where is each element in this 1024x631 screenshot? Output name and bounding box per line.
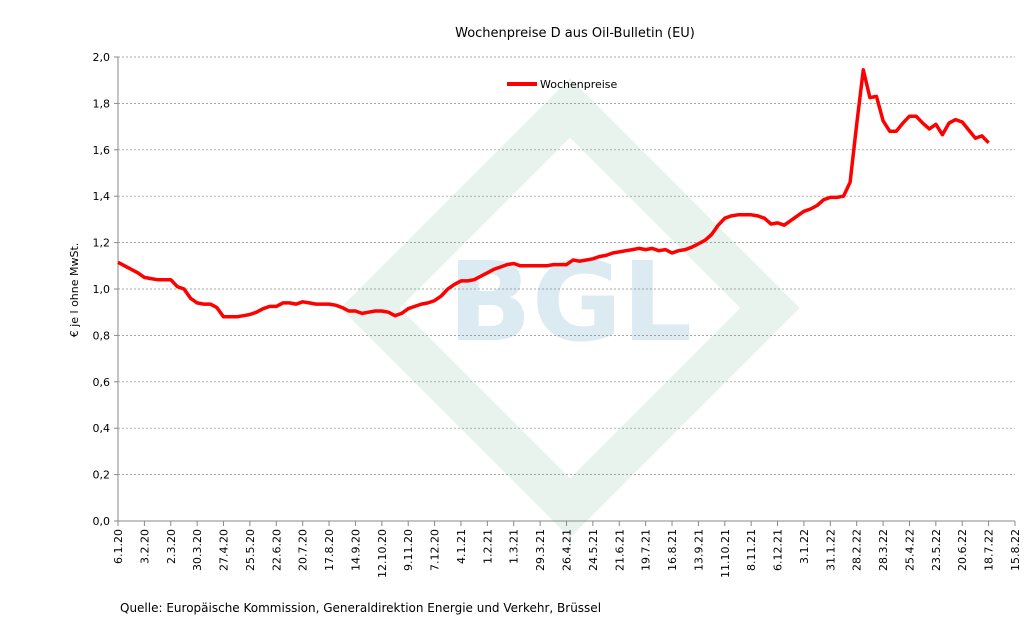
- y-tick-label: 1,8: [93, 97, 111, 110]
- legend-label: Wochenpreise: [540, 78, 618, 91]
- x-tick-label: 19.7.21: [640, 529, 653, 571]
- chart-title: Wochenpreise D aus Oil-Bulletin (EU): [455, 26, 695, 41]
- x-tick-label: 23.5.22: [930, 529, 943, 571]
- x-tick-label: 26.4.21: [561, 529, 574, 571]
- y-tick-label: 1,6: [93, 144, 111, 157]
- x-tick-label: 2.3.20: [165, 529, 178, 564]
- y-tick-label: 2,0: [93, 51, 111, 64]
- x-tick-label: 3.1.22: [798, 529, 811, 564]
- x-tick-label: 6.12.21: [772, 529, 785, 571]
- x-tick-label: 15.8.22: [1009, 529, 1022, 571]
- x-tick-label: 27.4.20: [218, 529, 231, 571]
- x-tick-label: 21.6.21: [613, 529, 626, 571]
- x-tick-label: 6.1.20: [112, 529, 125, 564]
- watermark-text: BGL: [448, 238, 692, 366]
- y-tick-label: 0,4: [93, 422, 111, 435]
- x-tick-label: 4.1.21: [455, 529, 468, 564]
- y-tick-label: 0,6: [93, 376, 111, 389]
- x-tick-label: 7.12.20: [429, 529, 442, 571]
- x-tick-label: 30.3.20: [191, 529, 204, 571]
- x-tick-label: 29.3.21: [534, 529, 547, 571]
- x-tick-label: 16.8.21: [666, 529, 679, 571]
- x-tick-label: 25.4.22: [903, 529, 916, 571]
- x-tick-label: 24.5.21: [587, 529, 600, 571]
- y-tick-label: 0,2: [93, 469, 111, 482]
- y-tick-label: 1,4: [93, 190, 111, 203]
- x-tick-label: 20.7.20: [297, 529, 310, 571]
- x-tick-label: 25.5.20: [244, 529, 257, 571]
- x-tick-label: 22.6.20: [270, 529, 283, 571]
- source-note: Quelle: Europäische Kommission, Generald…: [120, 601, 601, 615]
- x-tick-label: 28.2.22: [851, 529, 864, 571]
- y-axis-label: € je l ohne MwSt.: [68, 243, 81, 338]
- x-tick-label: 11.10.21: [719, 529, 732, 578]
- y-tick-label: 1,0: [93, 283, 111, 296]
- y-tick-label: 0,0: [93, 515, 111, 528]
- x-tick-label: 20.6.22: [956, 529, 969, 571]
- x-tick-label: 31.1.22: [824, 529, 837, 571]
- x-tick-label: 9.11.20: [402, 529, 415, 571]
- x-tick-label: 8.11.21: [745, 529, 758, 571]
- x-tick-label: 28.3.22: [877, 529, 890, 571]
- x-tick-label: 12.10.20: [376, 529, 389, 578]
- x-tick-label: 18.7.22: [983, 529, 996, 571]
- y-tick-label: 1,2: [93, 237, 111, 250]
- x-tick-label: 1.2.21: [481, 529, 494, 564]
- y-tick-label: 0,8: [93, 329, 111, 342]
- x-tick-label: 3.2.20: [138, 529, 151, 564]
- watermark: BGL: [340, 78, 800, 538]
- data-line: [117, 68, 990, 319]
- x-tick-label: 13.9.21: [692, 529, 705, 571]
- x-tick-label: 1.3.21: [508, 529, 521, 564]
- x-tick-label: 17.8.20: [323, 529, 336, 571]
- x-tick-label: 14.9.20: [349, 529, 362, 571]
